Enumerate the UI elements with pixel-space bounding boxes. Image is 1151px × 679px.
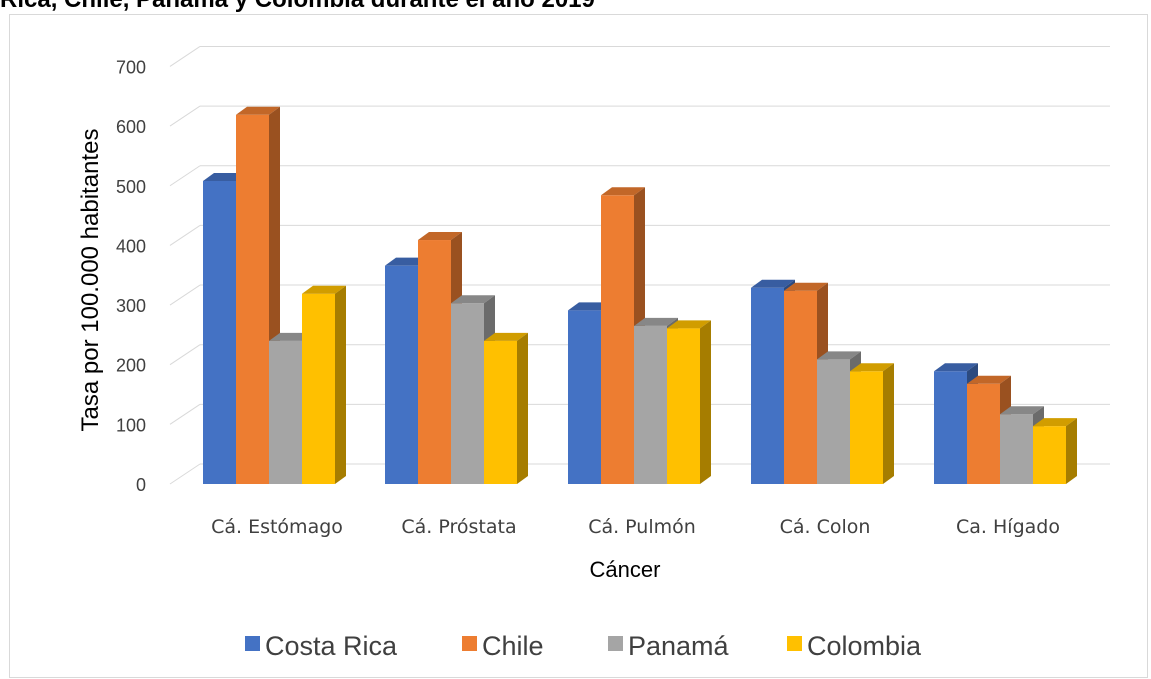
y-axis-label: Tasa por 100.000 habitantes (77, 129, 104, 432)
bar-front (385, 265, 418, 484)
bar (751, 279, 795, 484)
bar-side (700, 320, 711, 484)
bar-top (1000, 406, 1044, 415)
gridline-diagonal (169, 284, 201, 306)
gridline-diagonal (169, 105, 201, 127)
y-tick-label: 500 (116, 177, 146, 197)
bar-front (667, 328, 700, 484)
bar-front (934, 371, 967, 484)
bar (850, 363, 894, 484)
bar-top (751, 279, 795, 288)
bar-front (269, 340, 302, 484)
bar-front (302, 293, 335, 484)
bar-front (1000, 414, 1033, 484)
x-tick-label: Cá. Colon (780, 516, 871, 538)
bar (236, 106, 280, 484)
bar (302, 285, 346, 484)
bar-front (751, 287, 784, 484)
bar-front (1033, 426, 1066, 484)
bar-front (601, 195, 634, 484)
legend-label: Costa Rica (265, 631, 398, 661)
legend-item: Panamá (608, 631, 730, 661)
legend-label: Colombia (807, 631, 922, 661)
bar-top (817, 351, 861, 360)
gridline-diagonal (169, 344, 201, 366)
gridline-diagonal (169, 46, 201, 67)
y-tick-label: 600 (116, 117, 146, 137)
bar-side (883, 363, 894, 484)
y-axis-ticks: 0 100 200 300 400 500 600 700 (116, 57, 146, 495)
legend-swatch (787, 636, 802, 651)
bar-top (1033, 418, 1077, 427)
legend-item: Chile (462, 631, 544, 661)
bar-side (517, 332, 528, 484)
bar-side (1066, 418, 1077, 484)
legend-label: Panamá (628, 631, 730, 661)
bar-top (302, 285, 346, 294)
bar-top (667, 320, 711, 329)
gridline-diagonal (169, 224, 201, 246)
x-tick-label: Cá. Estómago (211, 516, 343, 538)
bar (484, 332, 528, 484)
bar-front (967, 383, 1000, 484)
bar-front (784, 290, 817, 484)
gridline-diagonal (169, 403, 201, 425)
bar-top (850, 363, 894, 372)
bars (203, 106, 1077, 484)
gridline-diagonal (169, 165, 201, 187)
bar-top (784, 282, 828, 291)
bar-front (418, 240, 451, 484)
bar-top (601, 187, 645, 196)
y-tick-label: 700 (116, 57, 146, 77)
bar-top (451, 295, 495, 304)
bar-front (568, 310, 601, 484)
y-tick-label: 200 (116, 356, 146, 376)
x-axis-label: Cáncer (590, 557, 661, 582)
legend-label: Chile (482, 631, 544, 661)
y-tick-label: 100 (116, 415, 146, 435)
bar-front (850, 371, 883, 484)
y-tick-label: 300 (116, 296, 146, 316)
bar-top (634, 317, 678, 326)
bar-front (634, 325, 667, 484)
gridline-diagonal (169, 463, 201, 485)
legend: Costa Rica Chile Panamá Colombia (245, 631, 922, 661)
bar-front (817, 359, 850, 484)
bar-front (484, 340, 517, 484)
legend-swatch (462, 636, 477, 651)
bar-top (484, 332, 528, 341)
bar-front (236, 114, 269, 484)
y-tick-label: 400 (116, 236, 146, 256)
legend-swatch (608, 636, 623, 651)
chart-title: Rica, Chile, Panamá y Colombia durante e… (0, 0, 595, 14)
x-axis-ticks: Cá. Estómago Cá. Próstata Cá. Pulmón Cá. Co… (211, 516, 1060, 538)
chart-frame (9, 14, 1148, 678)
bar-top (236, 106, 280, 115)
bar-side (335, 285, 346, 484)
x-tick-label: Ca. Hígado (956, 516, 1060, 538)
bar (1033, 418, 1077, 484)
bar-top (418, 232, 462, 241)
x-tick-label: Cá. Próstata (401, 516, 516, 538)
y-tick-label: 0 (136, 475, 146, 495)
legend-swatch (245, 636, 260, 651)
bar-front (451, 303, 484, 484)
bar-top (967, 375, 1011, 384)
bar (667, 320, 711, 484)
legend-item: Costa Rica (245, 631, 398, 661)
bar-top (934, 363, 978, 372)
legend-item: Colombia (787, 631, 922, 661)
x-tick-label: Cá. Pulmón (588, 516, 696, 538)
bar-front (203, 180, 236, 484)
